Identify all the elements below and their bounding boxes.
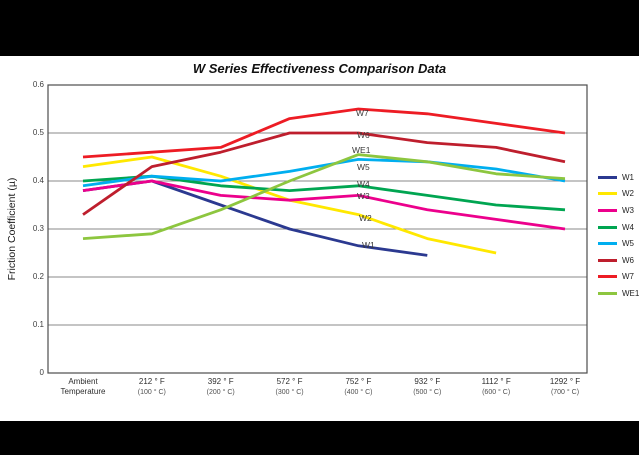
series-label-W7: W7	[356, 108, 369, 118]
y-tick-0: 0	[39, 368, 44, 377]
x-tick-2: 392 ° F (200 ° C)	[181, 377, 261, 397]
x-tick-3: 572 ° F (300 ° C)	[250, 377, 330, 397]
x-tick-label: 1112 ° F	[481, 377, 511, 386]
legend-label: W7	[622, 272, 634, 282]
plot-area: W7 W6 WE1 W5 W4 W3 W2 W1	[47, 84, 588, 374]
x-tick-sublabel: (700 ° C)	[550, 388, 580, 396]
legend-swatch-W5	[598, 242, 617, 246]
legend-swatch-W7	[598, 275, 617, 279]
legend-item-W6: W6	[598, 252, 639, 269]
y-tick-0.5: 0.5	[32, 128, 44, 137]
x-tick-sublabel: (300 ° C)	[275, 388, 304, 396]
y-tick-0.1: 0.1	[32, 320, 44, 329]
legend-label: W3	[622, 205, 634, 215]
series-line-W5	[82, 158, 566, 188]
legend-label: W4	[622, 222, 634, 232]
chart-title: W Series Effectiveness Comparison Data	[192, 61, 447, 76]
x-tick-sublabel: Temperature	[60, 386, 106, 396]
legend-swatch-W6	[598, 258, 617, 262]
series-label-W1: W1	[362, 240, 375, 250]
x-tick-6: 1112 ° F (600 ° C)	[456, 377, 536, 397]
top-letterbox	[0, 0, 639, 56]
x-tick-sublabel: (600 ° C)	[482, 388, 511, 396]
plot-border	[47, 84, 588, 374]
x-tick-label: 572 ° F	[276, 377, 303, 386]
legend: W1 W2 W3 W4 W5 W6 W7 WE1	[598, 169, 639, 302]
legend-item-W5: W5	[598, 235, 639, 252]
legend-label: W1	[622, 172, 634, 182]
series-label-W4: W4	[357, 179, 370, 189]
legend-label: W5	[622, 239, 634, 249]
legend-label: WE1	[622, 288, 639, 298]
legend-item-W7: W7	[598, 269, 639, 286]
y-tick-0.3: 0.3	[32, 224, 44, 233]
legend-item-W1: W1	[598, 169, 639, 186]
legend-swatch-W1	[598, 175, 617, 179]
x-tick-0: Ambient Temperature	[43, 377, 123, 396]
x-tick-label: 392 ° F	[207, 377, 234, 386]
x-tick-7: 1292 ° F (700 ° C)	[525, 377, 605, 397]
x-tick-sublabel: (100 ° C)	[137, 388, 166, 396]
chart-canvas: W Series Effectiveness Comparison Data F…	[0, 56, 639, 421]
x-tick-1: 212 ° F (100 ° C)	[112, 377, 192, 397]
bottom-letterbox	[0, 421, 639, 455]
legend-label: W2	[622, 189, 634, 199]
x-tick-label: 752 ° F	[345, 377, 372, 386]
legend-item-WE1: WE1	[598, 285, 639, 302]
x-tick-sublabel: (400 ° C)	[344, 388, 373, 396]
series-label-W2: W2	[359, 213, 372, 223]
series-line-WE1	[82, 153, 566, 240]
legend-label: W6	[622, 255, 634, 265]
legend-swatch-W3	[598, 208, 617, 212]
series-line-W6	[82, 131, 566, 216]
legend-item-W3: W3	[598, 202, 639, 219]
series-label-W3: W3	[357, 191, 370, 201]
series-label-WE1: WE1	[352, 145, 371, 155]
x-tick-5: 932 ° F (500 ° C)	[387, 377, 467, 397]
y-tick-0.2: 0.2	[32, 272, 44, 281]
x-tick-label: 1292 ° F	[549, 377, 581, 386]
series-label-W5: W5	[357, 162, 370, 172]
legend-item-W4: W4	[598, 219, 639, 236]
legend-swatch-W2	[598, 192, 617, 196]
x-tick-sublabel: (200 ° C)	[206, 388, 235, 396]
series-line-W1	[82, 179, 428, 257]
x-tick-4: 752 ° F (400 ° C)	[318, 377, 398, 397]
x-tick-label: 932 ° F	[414, 377, 441, 386]
series-line-W7	[82, 107, 566, 159]
series-line-W3	[82, 179, 566, 231]
y-tick-0.6: 0.6	[32, 80, 44, 89]
y-tick-0.4: 0.4	[32, 176, 44, 185]
x-tick-sublabel: (500 ° C)	[413, 388, 442, 396]
x-tick-label: Ambient	[68, 377, 98, 386]
legend-swatch-W4	[598, 225, 617, 229]
legend-item-W2: W2	[598, 186, 639, 203]
x-tick-label: 212 ° F	[138, 377, 165, 386]
series-label-W6: W6	[357, 130, 370, 140]
legend-swatch-WE1	[598, 291, 617, 295]
